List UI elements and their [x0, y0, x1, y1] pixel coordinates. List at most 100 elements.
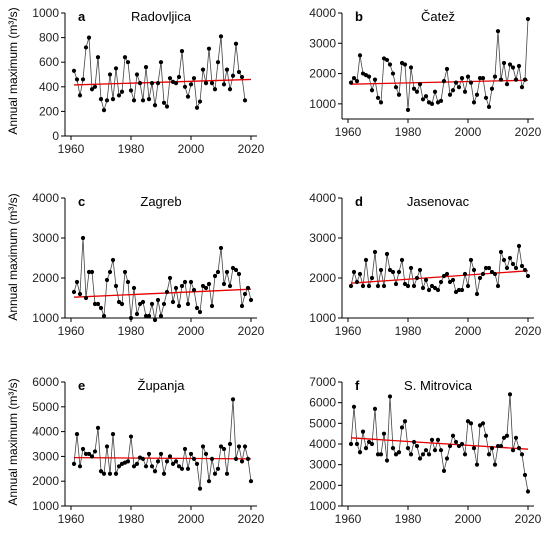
data-point [95, 55, 101, 60]
data-point [191, 287, 197, 293]
y-tick-label: 3000 [32, 449, 59, 463]
x-tick-label: 1960 [335, 512, 362, 526]
data-point [146, 97, 152, 102]
data-point [447, 279, 453, 285]
data-point [101, 471, 107, 476]
y-tick-label: 1000 [32, 311, 59, 325]
data-point [176, 74, 182, 80]
data-point [92, 84, 98, 89]
data-point [83, 451, 89, 457]
data-point [375, 452, 381, 457]
data-point [474, 291, 480, 297]
data-point [519, 263, 525, 269]
data-point [420, 452, 426, 457]
data-point [122, 269, 128, 275]
x-tick-label: 2000 [455, 125, 482, 139]
data-point [146, 313, 152, 319]
data-point [384, 57, 390, 63]
data-point [507, 255, 513, 261]
data-point [80, 446, 86, 452]
data-point [474, 92, 480, 97]
data-point [501, 435, 507, 440]
data-point [420, 285, 426, 291]
y-tick-label: 2000 [309, 271, 336, 285]
data-point [104, 444, 110, 449]
data-point [465, 283, 471, 289]
data-point [209, 303, 215, 309]
data-point [366, 439, 372, 445]
panel-letter: a [78, 9, 86, 24]
x-tick-label: 1960 [58, 142, 85, 156]
data-point [456, 287, 462, 293]
y-tick-label: 2000 [309, 478, 336, 492]
data-point [113, 66, 119, 71]
data-point [188, 279, 194, 285]
series-line [73, 36, 246, 112]
panel-letter: f [355, 378, 360, 393]
data-point [170, 299, 176, 305]
data-point [432, 89, 438, 94]
panel-f: 1000 2000 3000 4000 5000 6000 7000 1960 1980 2000… [309, 375, 541, 526]
y-tick-label: 3000 [32, 231, 59, 245]
data-point [215, 60, 221, 65]
data-point [411, 283, 417, 289]
data-point [86, 269, 92, 275]
data-point [230, 397, 236, 402]
panel-d: 1000 2000 3000 4000 1960 1980 2000 2020 d Jasenov… [309, 191, 541, 338]
data-point [212, 471, 218, 476]
data-point [351, 76, 357, 81]
panel-c: 1000 2000 3000 4000 1960 1980 2000 2020 c Zagreb [32, 191, 264, 338]
data-point [477, 76, 483, 81]
data-point [221, 281, 227, 287]
data-point [176, 464, 182, 469]
x-tick-label: 2000 [455, 512, 482, 526]
data-point [116, 299, 122, 305]
data-point [134, 72, 140, 77]
data-point [203, 451, 209, 457]
panel-letter: c [78, 194, 85, 209]
data-point [218, 444, 224, 449]
data-point [131, 464, 137, 469]
data-point [378, 267, 384, 273]
data-point [224, 269, 230, 275]
panel-title: Čatež [421, 9, 455, 24]
data-point [384, 458, 390, 463]
data-point [402, 62, 408, 67]
data-point [182, 446, 188, 452]
data-point [354, 79, 360, 84]
data-point [483, 433, 489, 438]
x-tick-label: 1980 [118, 512, 145, 526]
data-point [125, 459, 131, 464]
data-point [242, 98, 248, 103]
data-point [83, 295, 89, 301]
panel-letter: e [78, 378, 85, 393]
data-point [450, 88, 456, 93]
data-point [206, 281, 212, 287]
data-point [89, 454, 95, 459]
data-point [525, 16, 531, 22]
data-point [423, 448, 429, 453]
data-point [224, 471, 230, 476]
data-point [447, 92, 453, 97]
data-point [176, 303, 182, 309]
data-point [140, 299, 146, 305]
y-tick-label: 6000 [32, 375, 59, 389]
data-point [489, 446, 495, 451]
data-point [396, 269, 402, 275]
x-tick-label: 2000 [178, 142, 205, 156]
data-point [236, 271, 242, 277]
data-point [477, 275, 483, 281]
data-point [158, 313, 164, 319]
data-point [200, 67, 206, 72]
y-tick-label: 4000 [32, 191, 59, 205]
data-point [459, 76, 465, 81]
data-point [513, 77, 519, 82]
data-point [89, 269, 95, 275]
y-axis-label: Annual maximum (m³/s) [6, 7, 20, 134]
data-point [116, 93, 122, 98]
y-tick-label: 2000 [309, 67, 336, 81]
data-point [381, 283, 387, 289]
data-point [104, 98, 110, 103]
data-point [182, 279, 188, 285]
